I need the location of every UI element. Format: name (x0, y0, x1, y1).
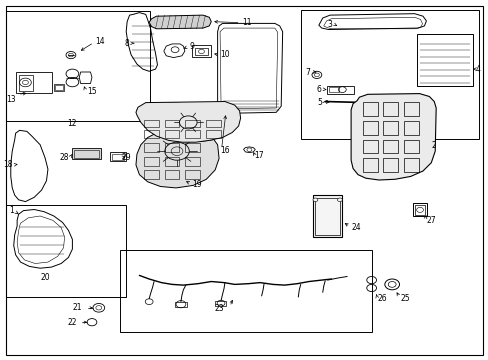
Bar (144, 130, 159, 138)
Bar (312, 195, 342, 237)
Bar (144, 143, 159, 152)
Bar (185, 130, 200, 138)
Text: 4: 4 (474, 65, 479, 74)
Polygon shape (136, 103, 224, 188)
Bar (315, 198, 339, 235)
Bar (164, 143, 179, 152)
Bar (144, 157, 159, 166)
Text: 28: 28 (60, 153, 69, 162)
Circle shape (337, 198, 342, 202)
Text: 11: 11 (242, 18, 251, 27)
Text: 21: 21 (73, 303, 82, 312)
Polygon shape (149, 15, 211, 29)
Text: 10: 10 (220, 50, 229, 59)
Bar (144, 120, 159, 127)
Circle shape (312, 198, 317, 202)
Text: 19: 19 (191, 180, 201, 189)
Text: 22: 22 (68, 318, 77, 327)
Bar (205, 120, 220, 127)
Text: 24: 24 (350, 223, 360, 232)
Polygon shape (350, 94, 435, 180)
Text: 3: 3 (327, 20, 332, 29)
Bar (6, 205, 125, 297)
Text: 25: 25 (399, 294, 409, 302)
Text: 14: 14 (95, 37, 105, 46)
Text: 2: 2 (430, 141, 435, 150)
Bar (164, 120, 179, 127)
Text: 7: 7 (305, 68, 310, 77)
Bar (185, 120, 200, 127)
Bar (403, 140, 418, 153)
Bar (72, 148, 101, 159)
Bar (403, 158, 418, 172)
Polygon shape (136, 102, 240, 142)
Bar (328, 87, 339, 92)
Bar (16, 72, 52, 93)
Text: 13: 13 (6, 95, 16, 104)
Bar (403, 121, 418, 135)
Text: 17: 17 (254, 151, 264, 160)
Bar (164, 170, 179, 179)
Bar (6, 11, 150, 121)
Text: 16: 16 (220, 146, 229, 155)
Bar (185, 170, 200, 179)
Text: 15: 15 (87, 87, 97, 96)
Text: 6: 6 (316, 85, 321, 94)
Bar (414, 205, 424, 215)
Bar (175, 302, 186, 307)
Text: 23: 23 (214, 305, 224, 313)
Text: 26: 26 (377, 294, 386, 302)
Text: 5: 5 (316, 98, 321, 107)
Text: 20: 20 (40, 274, 50, 282)
Bar (215, 301, 225, 306)
Bar (191, 45, 211, 57)
Text: 12: 12 (67, 119, 77, 128)
Bar (362, 121, 377, 135)
Bar (55, 85, 62, 90)
Bar (300, 10, 478, 139)
Bar (54, 84, 63, 91)
Text: 27: 27 (426, 216, 435, 225)
Bar (362, 158, 377, 172)
Bar (383, 102, 397, 116)
Bar (362, 102, 377, 116)
Bar (416, 34, 472, 86)
Bar (112, 154, 123, 160)
Text: 8: 8 (124, 39, 129, 48)
Bar (383, 121, 397, 135)
Bar (403, 102, 418, 116)
Bar (205, 130, 220, 138)
Bar (326, 86, 353, 94)
Bar (383, 158, 397, 172)
Bar (164, 130, 179, 138)
Bar (412, 203, 426, 216)
Bar (194, 48, 208, 55)
Bar (19, 75, 33, 91)
Bar (362, 140, 377, 153)
Bar (144, 170, 159, 179)
Bar (110, 152, 125, 161)
Text: 29: 29 (121, 153, 131, 162)
Bar (66, 74, 79, 82)
Text: 18: 18 (3, 161, 12, 170)
Bar (74, 150, 99, 158)
Bar (185, 157, 200, 166)
Bar (185, 143, 200, 152)
Text: 9: 9 (189, 42, 194, 51)
Bar (383, 140, 397, 153)
Text: 1: 1 (9, 206, 14, 215)
Bar (164, 157, 179, 166)
Bar (120, 250, 371, 332)
